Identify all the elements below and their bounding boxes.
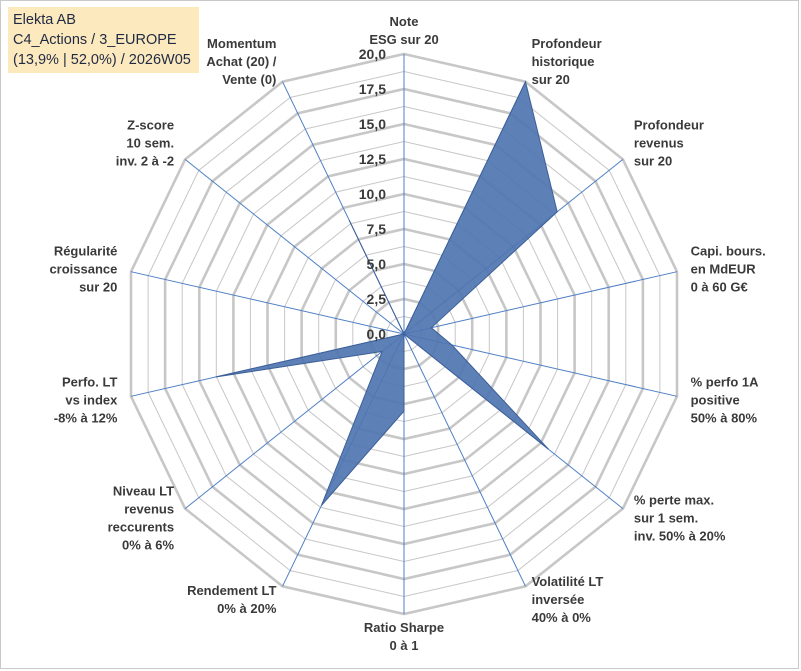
- axis-label-line: Profondeur: [634, 118, 704, 133]
- axis-label-line: Niveau LT: [113, 483, 174, 498]
- axis-label-line: croissance: [49, 262, 117, 277]
- axis-label-line: inversée: [532, 592, 585, 607]
- axis-label-line: historique: [532, 54, 595, 69]
- axis-label-line: revenus: [124, 501, 174, 516]
- axis-label: Perfo. LT vs index -8% à 12%: [54, 374, 118, 425]
- axis-label-line: sur 20: [634, 154, 672, 169]
- axis-label: Note ESG sur 20: [369, 14, 438, 47]
- axis-label-line: 0 à 1: [390, 638, 419, 653]
- title-line-3: (13,9% | 52,0%) / 2026W05: [13, 52, 191, 68]
- tick-label: 20,0: [359, 46, 386, 62]
- axis-label: Z-score 10 sem. inv. 2 à -2: [116, 118, 174, 169]
- axis-label: Profondeur historique sur 20: [532, 36, 602, 87]
- tick-label: 2,5: [367, 291, 387, 307]
- axis-label-line: inv. 2 à -2: [116, 154, 174, 169]
- axis-label-line: -8% à 12%: [54, 410, 118, 425]
- axis-label-line: Profondeur: [532, 36, 602, 51]
- axis-label-line: % perfo 1A: [691, 374, 760, 389]
- axis-spoke: [130, 271, 405, 335]
- axis-label-line: Volatilité LT: [532, 574, 604, 589]
- axis-label-line: ESG sur 20: [369, 32, 438, 47]
- axis-label-line: 0 à 60 G€: [691, 280, 748, 295]
- axis-label-line: Rendement LT: [187, 583, 276, 598]
- radar-axis-labels: Note ESG sur 20 Profondeur historique sur 20…: [49, 14, 765, 653]
- tick-label: 0,0: [367, 326, 387, 342]
- axis-label: Régularité croissance sur 20: [49, 244, 117, 295]
- axis-label: Niveau LT revenus reccurents 0% à 6%: [108, 483, 175, 552]
- axis-label-line: Note: [390, 14, 419, 29]
- axis-label: Ratio Sharpe 0 à 1: [364, 620, 444, 653]
- radar-series: [215, 80, 558, 506]
- axis-label: Rendement LT 0% à 20%: [187, 583, 277, 616]
- axis-label: Capi. bours. en MdEUR 0 à 60 G€: [691, 244, 766, 295]
- axis-label-line: reccurents: [108, 519, 174, 534]
- tick-label: 12,5: [359, 151, 386, 167]
- tick-label: 17,5: [359, 81, 386, 97]
- axis-label-line: Capi. bours.: [691, 244, 766, 259]
- axis-label-line: 10 sem.: [126, 136, 174, 151]
- axis-label-line: Vente (0): [222, 72, 276, 87]
- axis-label-line: 0% à 6%: [122, 537, 174, 552]
- axis-label-line: 0% à 20%: [217, 601, 277, 616]
- axis-label: Volatilité LT inversée 40% à 0%: [532, 574, 604, 625]
- axis-spoke: [184, 333, 405, 509]
- axis-label-line: Perfo. LT: [62, 374, 117, 389]
- axis-label-line: Ratio Sharpe: [364, 620, 444, 635]
- axis-label-line: 40% à 0%: [532, 610, 592, 625]
- series-area: [215, 80, 558, 506]
- axis-label-line: vs index: [65, 392, 118, 407]
- tick-label: 7,5: [367, 221, 387, 237]
- axis-label: % perfo 1A positive 50% à 80%: [691, 374, 760, 425]
- axis-label-line: sur 20: [79, 280, 117, 295]
- axis-label: Momentum Achat (20) / Vente (0): [206, 36, 276, 87]
- axis-label-line: Z-score: [127, 118, 174, 133]
- axis-label: % perte max. sur 1 sem. inv. 50% à 20%: [634, 492, 726, 543]
- axis-label-line: inv. 50% à 20%: [634, 528, 726, 543]
- axis-label: Profondeur revenus sur 20: [634, 118, 704, 169]
- title-line-1: Elekta AB: [13, 12, 76, 28]
- axis-spoke: [184, 159, 405, 335]
- chart-title-box: Elekta AB C4_Actions / 3_EUROPE (13,9% |…: [8, 7, 199, 73]
- axis-label-line: Régularité: [54, 244, 118, 259]
- radar-tick-labels: 0,0 2,5 5,0 7,5 10,0 12,5 15,0 17,5 20,0: [359, 46, 386, 342]
- tick-label: 15,0: [359, 116, 386, 132]
- axis-label-line: % perte max.: [634, 492, 714, 507]
- axis-label-line: Achat (20) /: [206, 54, 276, 69]
- axis-label-line: positive: [691, 392, 740, 407]
- axis-label-line: revenus: [634, 136, 684, 151]
- axis-label-line: en MdEUR: [691, 262, 757, 277]
- tick-label: 10,0: [359, 186, 386, 202]
- title-line-2: C4_Actions / 3_EUROPE: [13, 32, 177, 48]
- axis-label-line: sur 20: [532, 72, 570, 87]
- axis-label-line: 50% à 80%: [691, 410, 758, 425]
- axis-label-line: Momentum: [207, 36, 276, 51]
- axis-label-line: sur 1 sem.: [634, 510, 698, 525]
- axis-spoke: [403, 333, 526, 587]
- tick-label: 5,0: [367, 256, 387, 272]
- axis-spoke: [403, 271, 678, 335]
